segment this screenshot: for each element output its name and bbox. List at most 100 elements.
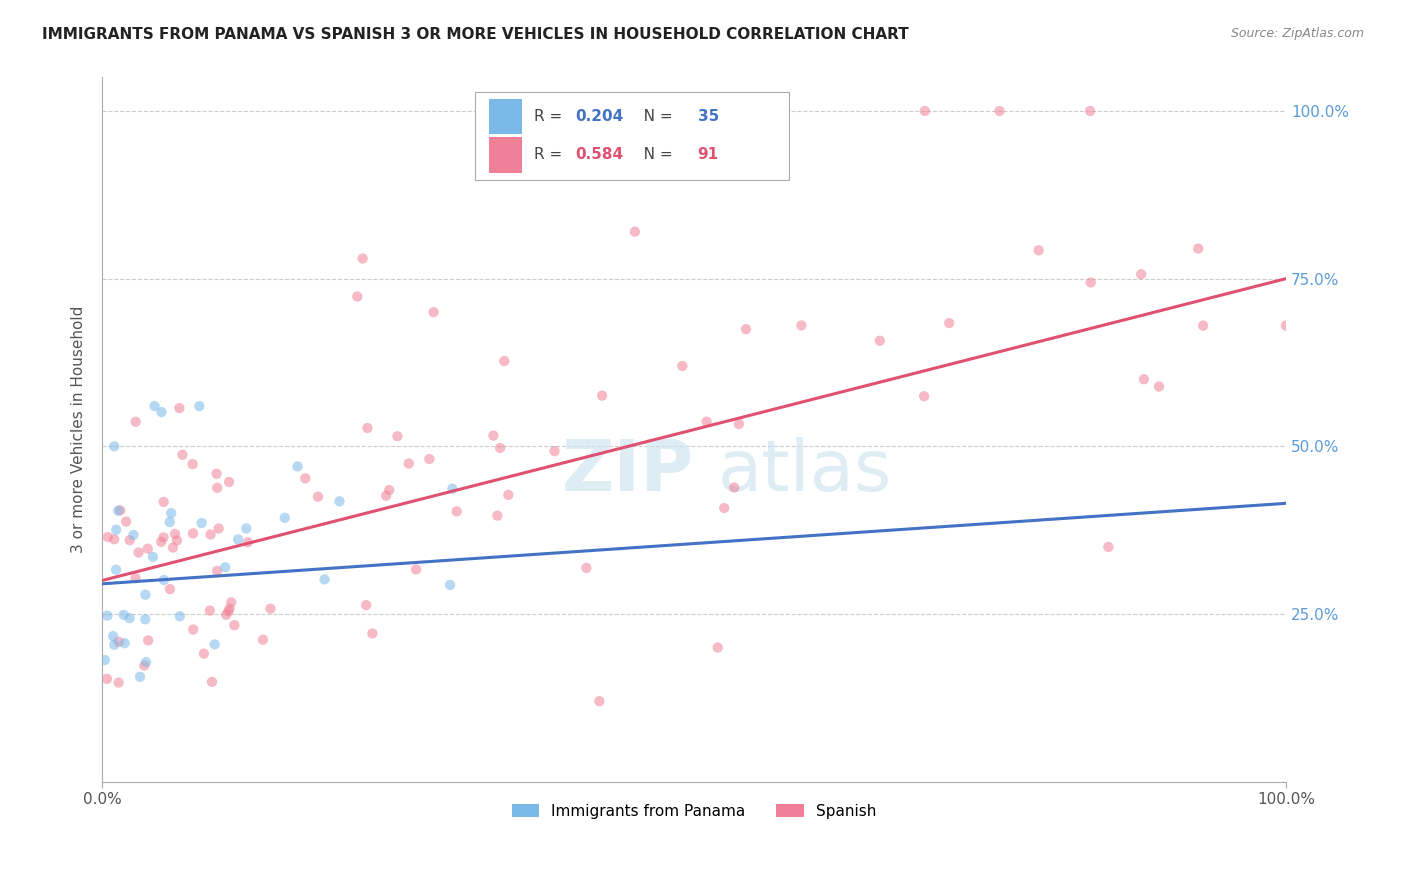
Point: [103, 638, 125, 652]
Point: [696, 415, 718, 429]
Point: [439, 578, 461, 592]
Point: [354, 598, 377, 612]
Point: [543, 444, 565, 458]
Point: [134, 612, 156, 626]
Point: [912, 389, 935, 403]
Bar: [489, 137, 523, 172]
Point: [118, 611, 141, 625]
Text: R =: R =: [534, 109, 568, 124]
Point: [1147, 379, 1170, 393]
Point: [135, 655, 157, 669]
Point: [259, 601, 281, 615]
Point: [361, 626, 384, 640]
Point: [193, 647, 215, 661]
Point: [235, 521, 257, 535]
Point: [307, 490, 329, 504]
Point: [181, 623, 204, 637]
Point: [226, 533, 249, 547]
Point: [422, 305, 444, 319]
Point: [190, 516, 212, 530]
Text: IMMIGRANTS FROM PANAMA VS SPANISH 3 OR MORE VEHICLES IN HOUSEHOLD CORRELATION CH: IMMIGRANTS FROM PANAMA VS SPANISH 3 OR M…: [42, 27, 908, 42]
Point: [498, 488, 520, 502]
Point: [1130, 267, 1153, 281]
Point: [713, 501, 735, 516]
Text: 91: 91: [697, 147, 718, 162]
Point: [142, 549, 165, 564]
Point: [314, 573, 336, 587]
Text: Source: ZipAtlas.com: Source: ZipAtlas.com: [1230, 27, 1364, 40]
Point: [107, 675, 129, 690]
Point: [217, 604, 239, 618]
Point: [124, 415, 146, 429]
Point: [218, 475, 240, 489]
Point: [136, 541, 159, 556]
Point: [728, 417, 751, 431]
Point: [1028, 244, 1050, 258]
Point: [118, 533, 141, 548]
Text: 0.204: 0.204: [575, 109, 624, 124]
Point: [328, 494, 350, 508]
Point: [1097, 540, 1119, 554]
Point: [723, 481, 745, 495]
Point: [219, 595, 242, 609]
Point: [172, 448, 194, 462]
Point: [152, 530, 174, 544]
Point: [706, 640, 728, 655]
Point: [588, 694, 610, 708]
Point: [938, 316, 960, 330]
Point: [188, 399, 211, 413]
Point: [128, 545, 150, 559]
Point: [287, 459, 309, 474]
Point: [162, 541, 184, 555]
FancyBboxPatch shape: [475, 92, 789, 179]
Point: [129, 670, 152, 684]
Legend: Immigrants from Panama, Spanish: Immigrants from Panama, Spanish: [506, 797, 883, 825]
Point: [114, 636, 136, 650]
Point: [294, 471, 316, 485]
Point: [207, 521, 229, 535]
Point: [735, 322, 758, 336]
Point: [108, 635, 131, 649]
Point: [110, 503, 132, 517]
Point: [204, 637, 226, 651]
Point: [134, 658, 156, 673]
Point: [378, 483, 401, 497]
Point: [494, 354, 516, 368]
Point: [107, 504, 129, 518]
Point: [1192, 318, 1215, 333]
Point: [112, 607, 135, 622]
Point: [103, 533, 125, 547]
Point: [575, 561, 598, 575]
Point: [352, 252, 374, 266]
Y-axis label: 3 or more Vehicles in Household: 3 or more Vehicles in Household: [72, 306, 86, 553]
Point: [105, 563, 128, 577]
Point: [482, 428, 505, 442]
Text: 35: 35: [697, 109, 718, 124]
Point: [224, 618, 246, 632]
Point: [205, 564, 228, 578]
Point: [441, 482, 464, 496]
Point: [205, 467, 228, 481]
Point: [200, 527, 222, 541]
Point: [346, 289, 368, 303]
Point: [136, 633, 159, 648]
Point: [236, 535, 259, 549]
Point: [153, 573, 176, 587]
Point: [1078, 103, 1101, 118]
Point: [169, 609, 191, 624]
Point: [869, 334, 891, 348]
Text: ZIP: ZIP: [562, 437, 695, 507]
Point: [134, 588, 156, 602]
Point: [790, 318, 813, 333]
Point: [166, 533, 188, 548]
Point: [489, 441, 512, 455]
Point: [101, 629, 124, 643]
Point: [218, 601, 240, 615]
Point: [96, 608, 118, 623]
Point: [163, 527, 186, 541]
Point: [387, 429, 409, 443]
Point: [214, 560, 236, 574]
Text: 0.584: 0.584: [575, 147, 624, 162]
Point: [486, 508, 509, 523]
Point: [96, 672, 118, 686]
